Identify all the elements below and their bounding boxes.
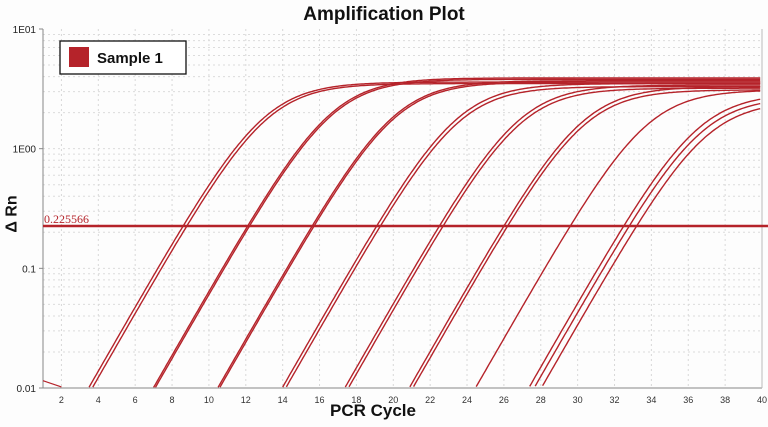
x-tick-label: 26 <box>499 395 509 405</box>
amplification-curve <box>412 89 761 387</box>
x-tick-label: 6 <box>133 395 138 405</box>
x-tick-label: 10 <box>204 395 214 405</box>
y-tick-label: 1E00 <box>13 145 37 156</box>
y-axis-label: Δ Rn <box>3 195 21 233</box>
amplification-curve <box>475 90 761 387</box>
amplification-curve <box>409 86 761 388</box>
amplification-curve <box>534 102 761 387</box>
y-tick-label: 0.1 <box>22 264 36 275</box>
x-tick-label: 34 <box>646 395 656 405</box>
x-tick-label: 32 <box>610 395 620 405</box>
x-tick-label: 4 <box>96 395 101 405</box>
amplification-curve <box>217 80 761 388</box>
x-axis-label: PCR Cycle <box>330 401 416 420</box>
x-tick-label: 18 <box>351 395 361 405</box>
x-tick-label: 14 <box>278 395 288 405</box>
amplification-curves <box>88 77 761 388</box>
x-tick-label: 2 <box>59 395 64 405</box>
x-tick-label: 22 <box>425 395 435 405</box>
amplification-curve <box>285 85 761 388</box>
legend: Sample 1 <box>59 40 187 75</box>
x-tick-label: 40 <box>757 395 767 405</box>
amplification-curve <box>529 98 761 387</box>
legend-label: Sample 1 <box>97 50 163 67</box>
amplification-curve <box>219 81 761 388</box>
x-tick-label: 30 <box>573 395 583 405</box>
x-tick-label: 36 <box>683 395 693 405</box>
y-tick-label: 0.01 <box>17 384 37 395</box>
chart-title: Amplification Plot <box>303 4 465 25</box>
x-tick-label: 38 <box>720 395 730 405</box>
amplification-curve <box>92 82 761 388</box>
y-tick-label: 1E01 <box>13 25 37 36</box>
amplification-curve <box>152 77 761 388</box>
amplification-curve <box>154 78 761 388</box>
x-tick-label: 8 <box>170 395 175 405</box>
amplification-curve <box>541 108 761 387</box>
amplification-curve <box>282 82 761 388</box>
x-tick-label: 12 <box>241 395 251 405</box>
x-tick-label: 24 <box>462 395 472 405</box>
legend-swatch <box>69 47 89 67</box>
threshold-label: 0.225566 <box>44 212 89 226</box>
x-tick-label: 20 <box>388 395 398 405</box>
x-tick-label: 28 <box>536 395 546 405</box>
amplification-curve <box>344 84 761 388</box>
amplification-curve <box>88 81 761 388</box>
x-tick-label: 16 <box>315 395 325 405</box>
